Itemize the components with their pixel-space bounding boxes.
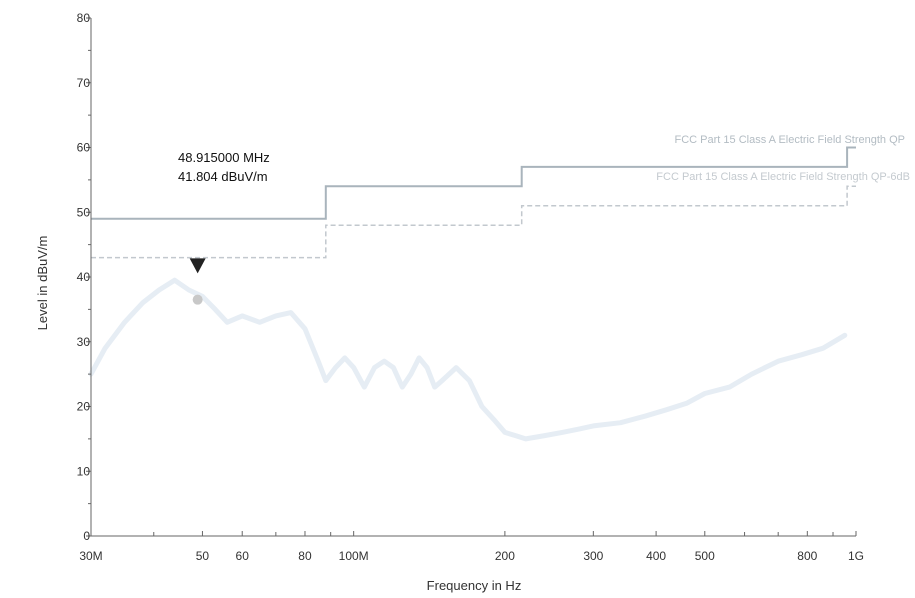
y-axis-title: Level in dBuV/m xyxy=(35,236,50,331)
y-tick-label-30: 30 xyxy=(77,335,91,349)
marker-frequency-label: 48.915000 MHz xyxy=(178,150,270,165)
limit-label-qp: FCC Part 15 Class A Electric Field Stren… xyxy=(675,134,905,146)
axes-layer xyxy=(90,18,856,537)
y-tick-label-60: 60 xyxy=(77,141,91,155)
y-tick-label-20: 20 xyxy=(77,400,91,414)
qp-measurement-point xyxy=(192,294,203,305)
x-tick-label-30: 30M xyxy=(79,549,102,563)
limit-lines-layer xyxy=(91,146,856,259)
labels-layer: FCC Part 15 Class A Electric Field Stren… xyxy=(35,134,910,593)
x-tick-label-60: 60 xyxy=(236,549,250,563)
limit-label-qp-6db: FCC Part 15 Class A Electric Field Stren… xyxy=(656,171,910,183)
spectrum-series-0 xyxy=(88,277,848,442)
y-tick-label-10: 10 xyxy=(77,464,91,478)
x-tick-label-300: 300 xyxy=(583,549,603,563)
y-tick-label-50: 50 xyxy=(77,205,91,219)
limit-line-1 xyxy=(91,185,856,259)
ticks-layer: 0 10 20 30 40 50 60 70 80 30M 50 60 80 100M 200 300 400 5… xyxy=(77,11,864,563)
x-tick-label-400: 400 xyxy=(646,549,666,563)
y-tick-label-0: 0 xyxy=(83,529,90,543)
y-tick-label-80: 80 xyxy=(77,11,91,25)
spectrum-series-layer xyxy=(88,277,848,442)
x-tick-label-50: 50 xyxy=(196,549,210,563)
y-tick-label-40: 40 xyxy=(77,270,91,284)
x-tick-label-100: 100M xyxy=(339,549,369,563)
marker-level-label: 41.804 dBuV/m xyxy=(178,169,268,184)
x-tick-label-1000: 1G xyxy=(848,549,864,563)
y-tick-label-70: 70 xyxy=(77,76,91,90)
limit-line-0 xyxy=(91,146,856,220)
x-tick-label-800: 800 xyxy=(797,549,817,563)
marker-triangle xyxy=(189,258,206,274)
x-axis-title: Frequency in Hz xyxy=(427,578,522,593)
x-tick-label-80: 80 xyxy=(298,549,312,563)
x-tick-label-200: 200 xyxy=(495,549,515,563)
x-tick-label-500: 500 xyxy=(695,549,715,563)
marker-layer xyxy=(189,258,206,305)
